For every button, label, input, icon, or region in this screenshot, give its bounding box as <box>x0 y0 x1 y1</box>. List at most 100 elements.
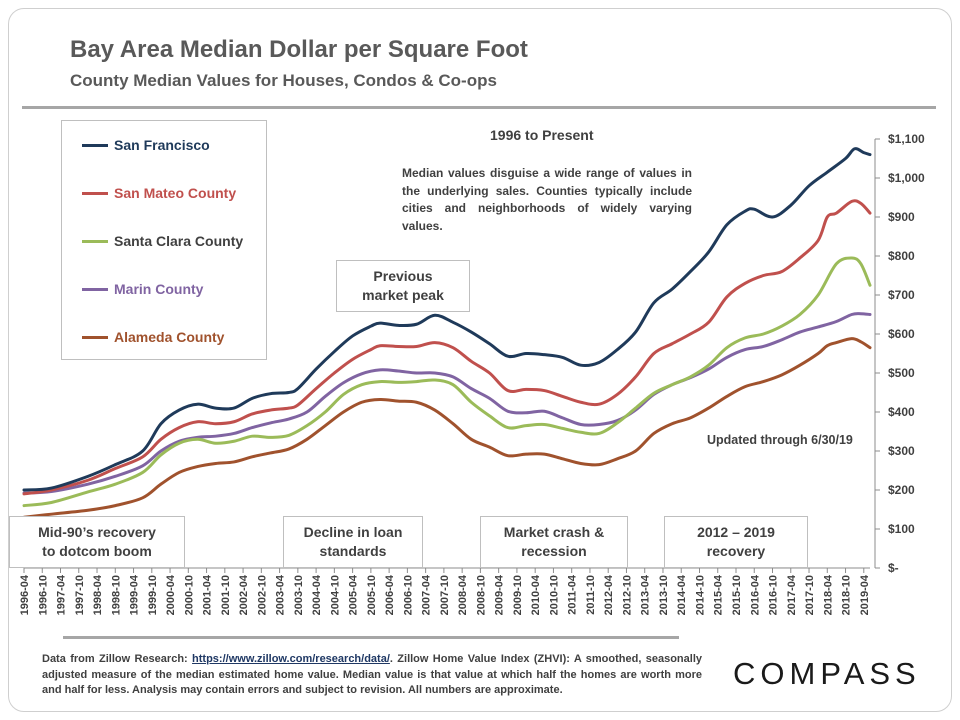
annotation-mid90s: Mid-90’s recovery to dotcom boom <box>9 516 185 568</box>
y-tick-label: $900 <box>888 210 915 224</box>
x-tick-label: 2017-10 <box>804 575 816 615</box>
annotation-market-crash: Market crash & recession <box>480 516 628 568</box>
series-line-san-mateo-county <box>22 199 872 496</box>
compass-logo: COMPASS <box>733 656 921 691</box>
x-tick-label: 2014-10 <box>694 575 706 615</box>
x-tick-label: 2007-10 <box>439 575 451 615</box>
updated-label: Updated through 6/30/19 <box>707 433 853 447</box>
page-subtitle: County Median Values for Houses, Condos … <box>70 71 497 90</box>
series-line-alameda-county <box>22 337 872 519</box>
annotation-line: Previous <box>373 268 433 284</box>
series-line-san-francisco <box>22 147 872 492</box>
x-tick-label: 2016-04 <box>749 574 761 615</box>
x-tick-label: 1999-10 <box>147 575 159 615</box>
footer-suffix: . Zillow Home Value Index (ZHVI): A smoo… <box>42 653 702 696</box>
annotation-previous-peak: Previous market peak <box>336 260 470 312</box>
x-tick-label: 2016-10 <box>768 575 780 615</box>
x-tick-label: 2002-04 <box>238 574 250 615</box>
x-tick-label: 2018-04 <box>822 574 834 615</box>
annotation-line: to dotcom boom <box>42 543 152 559</box>
footer-prefix: Data from Zillow Research: <box>42 653 193 665</box>
x-tick-label: 2005-04 <box>348 574 360 615</box>
y-tick-label: $700 <box>888 288 915 302</box>
x-tick-label: 2001-04 <box>202 574 214 615</box>
annotation-line: recovery <box>706 543 766 559</box>
x-tick-label: 2012-10 <box>621 575 633 615</box>
x-tick-label: 2004-10 <box>329 575 341 615</box>
x-tick-label: 2004-04 <box>311 574 323 615</box>
y-tick-label: $600 <box>888 327 915 341</box>
x-tick-label: 2017-04 <box>786 574 798 615</box>
y-tick-label: $1,000 <box>888 171 925 185</box>
legend-swatch <box>82 287 108 291</box>
y-tick-label: $200 <box>888 483 915 497</box>
x-tick-label: 2008-10 <box>475 575 487 615</box>
series-line-santa-clara-county <box>22 256 872 508</box>
legend-item-san-francisco: San Francisco <box>82 135 210 155</box>
y-tick-label: $1,100 <box>888 132 925 146</box>
legend-label: Alameda County <box>114 329 225 345</box>
x-tick-label: 2019-04 <box>859 574 871 615</box>
annotation-line: recession <box>521 543 587 559</box>
axes: $- $100 $200 $300 $400 $500 $600 $700 $800 $900 $1… <box>19 132 925 615</box>
x-tick-label: 2015-04 <box>713 574 725 615</box>
x-tick-label: 2014-04 <box>676 574 688 615</box>
x-tick-label: 1997-04 <box>56 574 68 615</box>
x-tick-label: 2012-04 <box>603 574 615 615</box>
legend-swatch <box>82 191 108 195</box>
y-tick-label: $400 <box>888 405 915 419</box>
x-tick-label: 2003-04 <box>275 574 287 615</box>
x-tick-label: 2018-10 <box>841 575 853 615</box>
annotation-line: 2012 – 2019 <box>697 524 775 540</box>
annotation-line: Mid-90’s recovery <box>38 524 156 540</box>
x-tick-label: 2006-10 <box>402 575 414 615</box>
x-tick-label: 2015-10 <box>731 575 743 615</box>
x-tick-label: 1996-10 <box>37 575 49 615</box>
chart-legend: San Francisco San Mateo County Santa Cla… <box>61 120 267 360</box>
annotation-line: Market crash & <box>503 524 605 540</box>
x-tick-label: 2009-10 <box>512 575 524 615</box>
annotation-recovery: 2012 – 2019 recovery <box>664 516 808 568</box>
legend-label: San Francisco <box>114 137 210 153</box>
legend-item-alameda: Alameda County <box>82 327 224 347</box>
legend-label: Marin County <box>114 281 204 297</box>
y-tick-label: $800 <box>888 249 915 263</box>
legend-swatch <box>82 335 108 339</box>
x-tick-label: 2002-10 <box>256 575 268 615</box>
x-tick-label: 1998-04 <box>92 574 104 615</box>
x-tick-label: 2008-04 <box>457 574 469 615</box>
x-tick-label: 2013-04 <box>640 574 652 615</box>
x-tick-label: 2001-10 <box>220 575 232 615</box>
x-tick-label: 2000-10 <box>183 575 195 615</box>
annotation-line: standards <box>319 543 387 559</box>
y-tick-label: $300 <box>888 444 915 458</box>
y-tick-label: $- <box>888 561 899 575</box>
x-tick-label: 2007-04 <box>421 574 433 615</box>
x-tick-label: 2006-04 <box>384 574 396 615</box>
series-lines <box>22 147 872 519</box>
period-label: 1996 to Present <box>490 127 594 143</box>
x-tick-label: 1997-10 <box>74 575 86 615</box>
legend-label: Santa Clara County <box>114 233 244 249</box>
x-tick-label: 2000-04 <box>165 574 177 615</box>
x-tick-label: 1996-04 <box>19 574 31 615</box>
legend-swatch <box>82 239 108 243</box>
annotation-line: Decline in loan <box>303 524 403 540</box>
annotation-loan-standards: Decline in loan standards <box>283 516 423 568</box>
title-divider <box>22 106 936 109</box>
x-tick-label: 2010-04 <box>530 574 542 615</box>
footer-divider <box>63 636 679 639</box>
x-tick-label: 2013-10 <box>658 575 670 615</box>
x-tick-label: 2010-10 <box>548 575 560 615</box>
chart-note: Median values disguise a wide range of v… <box>402 166 692 233</box>
x-tick-label: 1998-10 <box>110 575 122 615</box>
y-tick-label: $100 <box>888 522 915 536</box>
x-tick-label: 2009-04 <box>494 574 506 615</box>
footer-source-note: Data from Zillow Research: https://www.z… <box>42 652 702 699</box>
zillow-research-link[interactable]: https://www.zillow.com/research/data/ <box>192 653 390 665</box>
legend-swatch <box>82 143 108 147</box>
page-title: Bay Area Median Dollar per Square Foot <box>70 36 528 63</box>
y-tick-label: $500 <box>888 366 915 380</box>
legend-label: San Mateo County <box>114 185 237 201</box>
